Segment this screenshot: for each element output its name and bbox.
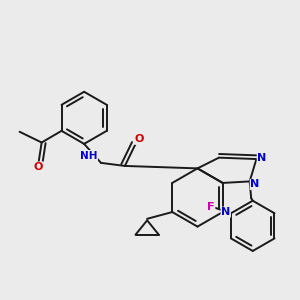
Text: NH: NH — [80, 151, 98, 160]
Text: N: N — [257, 152, 266, 163]
Text: N: N — [221, 207, 230, 217]
Text: O: O — [34, 162, 43, 172]
Text: N: N — [250, 179, 260, 190]
Text: O: O — [135, 134, 144, 144]
Text: F: F — [207, 202, 215, 212]
